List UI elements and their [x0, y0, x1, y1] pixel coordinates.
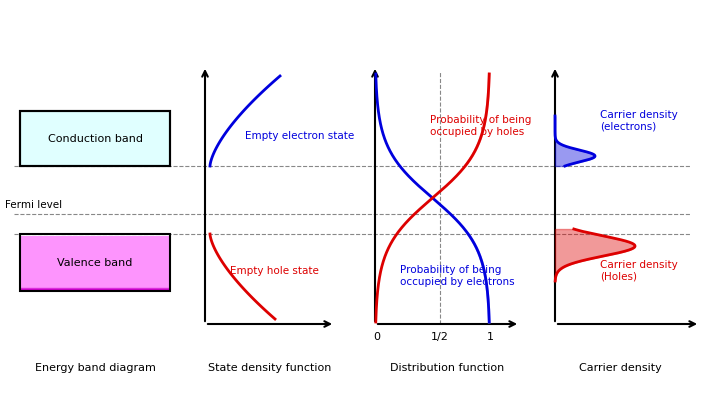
- Polygon shape: [20, 255, 170, 288]
- Polygon shape: [20, 120, 170, 163]
- Polygon shape: [20, 118, 170, 163]
- Polygon shape: [20, 282, 170, 289]
- Polygon shape: [20, 263, 170, 288]
- Polygon shape: [20, 266, 170, 288]
- Text: Empty electron state: Empty electron state: [245, 131, 354, 141]
- Text: Energy band diagram: Energy band diagram: [34, 363, 156, 373]
- Polygon shape: [20, 153, 170, 164]
- Polygon shape: [20, 246, 170, 287]
- Text: Carrier density
(Holes): Carrier density (Holes): [600, 260, 678, 282]
- Polygon shape: [20, 151, 170, 164]
- Polygon shape: [20, 150, 170, 164]
- Polygon shape: [20, 122, 170, 163]
- Polygon shape: [20, 236, 170, 287]
- Polygon shape: [20, 111, 170, 166]
- Text: 1/2: 1/2: [431, 332, 449, 342]
- Polygon shape: [20, 247, 170, 287]
- Polygon shape: [20, 116, 170, 162]
- Polygon shape: [20, 115, 170, 162]
- Polygon shape: [20, 251, 170, 288]
- Polygon shape: [20, 270, 170, 288]
- Text: Empty hole state: Empty hole state: [230, 266, 319, 276]
- Polygon shape: [20, 159, 170, 164]
- Polygon shape: [20, 129, 170, 163]
- Polygon shape: [20, 135, 170, 163]
- Polygon shape: [20, 278, 170, 289]
- Polygon shape: [20, 140, 170, 163]
- Text: Fermi level: Fermi level: [5, 200, 62, 210]
- Polygon shape: [20, 139, 170, 163]
- Text: 1: 1: [486, 332, 494, 342]
- Polygon shape: [20, 142, 170, 164]
- Polygon shape: [20, 253, 170, 288]
- Text: Distribution function: Distribution function: [390, 363, 504, 373]
- Polygon shape: [20, 164, 170, 166]
- Polygon shape: [20, 274, 170, 289]
- Polygon shape: [20, 131, 170, 163]
- Polygon shape: [20, 265, 170, 288]
- Polygon shape: [20, 162, 170, 164]
- Polygon shape: [20, 242, 170, 287]
- Polygon shape: [20, 128, 170, 163]
- Polygon shape: [20, 155, 170, 164]
- Polygon shape: [20, 261, 170, 288]
- Polygon shape: [20, 280, 170, 289]
- Polygon shape: [20, 144, 170, 164]
- Text: Probability of being
occupied by holes: Probability of being occupied by holes: [430, 115, 532, 137]
- Polygon shape: [20, 272, 170, 288]
- Polygon shape: [20, 259, 170, 288]
- Polygon shape: [20, 240, 170, 287]
- Text: 0: 0: [374, 332, 380, 342]
- Text: Carrier density
(electrons): Carrier density (electrons): [600, 110, 678, 132]
- Polygon shape: [20, 257, 170, 288]
- Polygon shape: [20, 137, 170, 163]
- Polygon shape: [20, 289, 170, 291]
- Polygon shape: [20, 284, 170, 289]
- Polygon shape: [20, 126, 170, 163]
- Polygon shape: [20, 238, 170, 287]
- Polygon shape: [20, 146, 170, 164]
- Polygon shape: [20, 113, 170, 162]
- Text: Valence band: Valence band: [57, 257, 132, 268]
- Text: Probability of being
occupied by electrons: Probability of being occupied by electro…: [400, 265, 515, 287]
- Polygon shape: [20, 124, 170, 163]
- Polygon shape: [20, 249, 170, 288]
- Polygon shape: [20, 157, 170, 164]
- Polygon shape: [20, 276, 170, 289]
- Polygon shape: [20, 133, 170, 163]
- Text: Carrier density: Carrier density: [579, 363, 661, 373]
- Polygon shape: [20, 148, 170, 164]
- Polygon shape: [20, 285, 170, 289]
- Text: State density function: State density function: [208, 363, 332, 373]
- Text: Conduction band: Conduction band: [47, 133, 142, 143]
- Polygon shape: [20, 244, 170, 287]
- Polygon shape: [20, 287, 170, 289]
- Polygon shape: [20, 160, 170, 164]
- Polygon shape: [20, 268, 170, 288]
